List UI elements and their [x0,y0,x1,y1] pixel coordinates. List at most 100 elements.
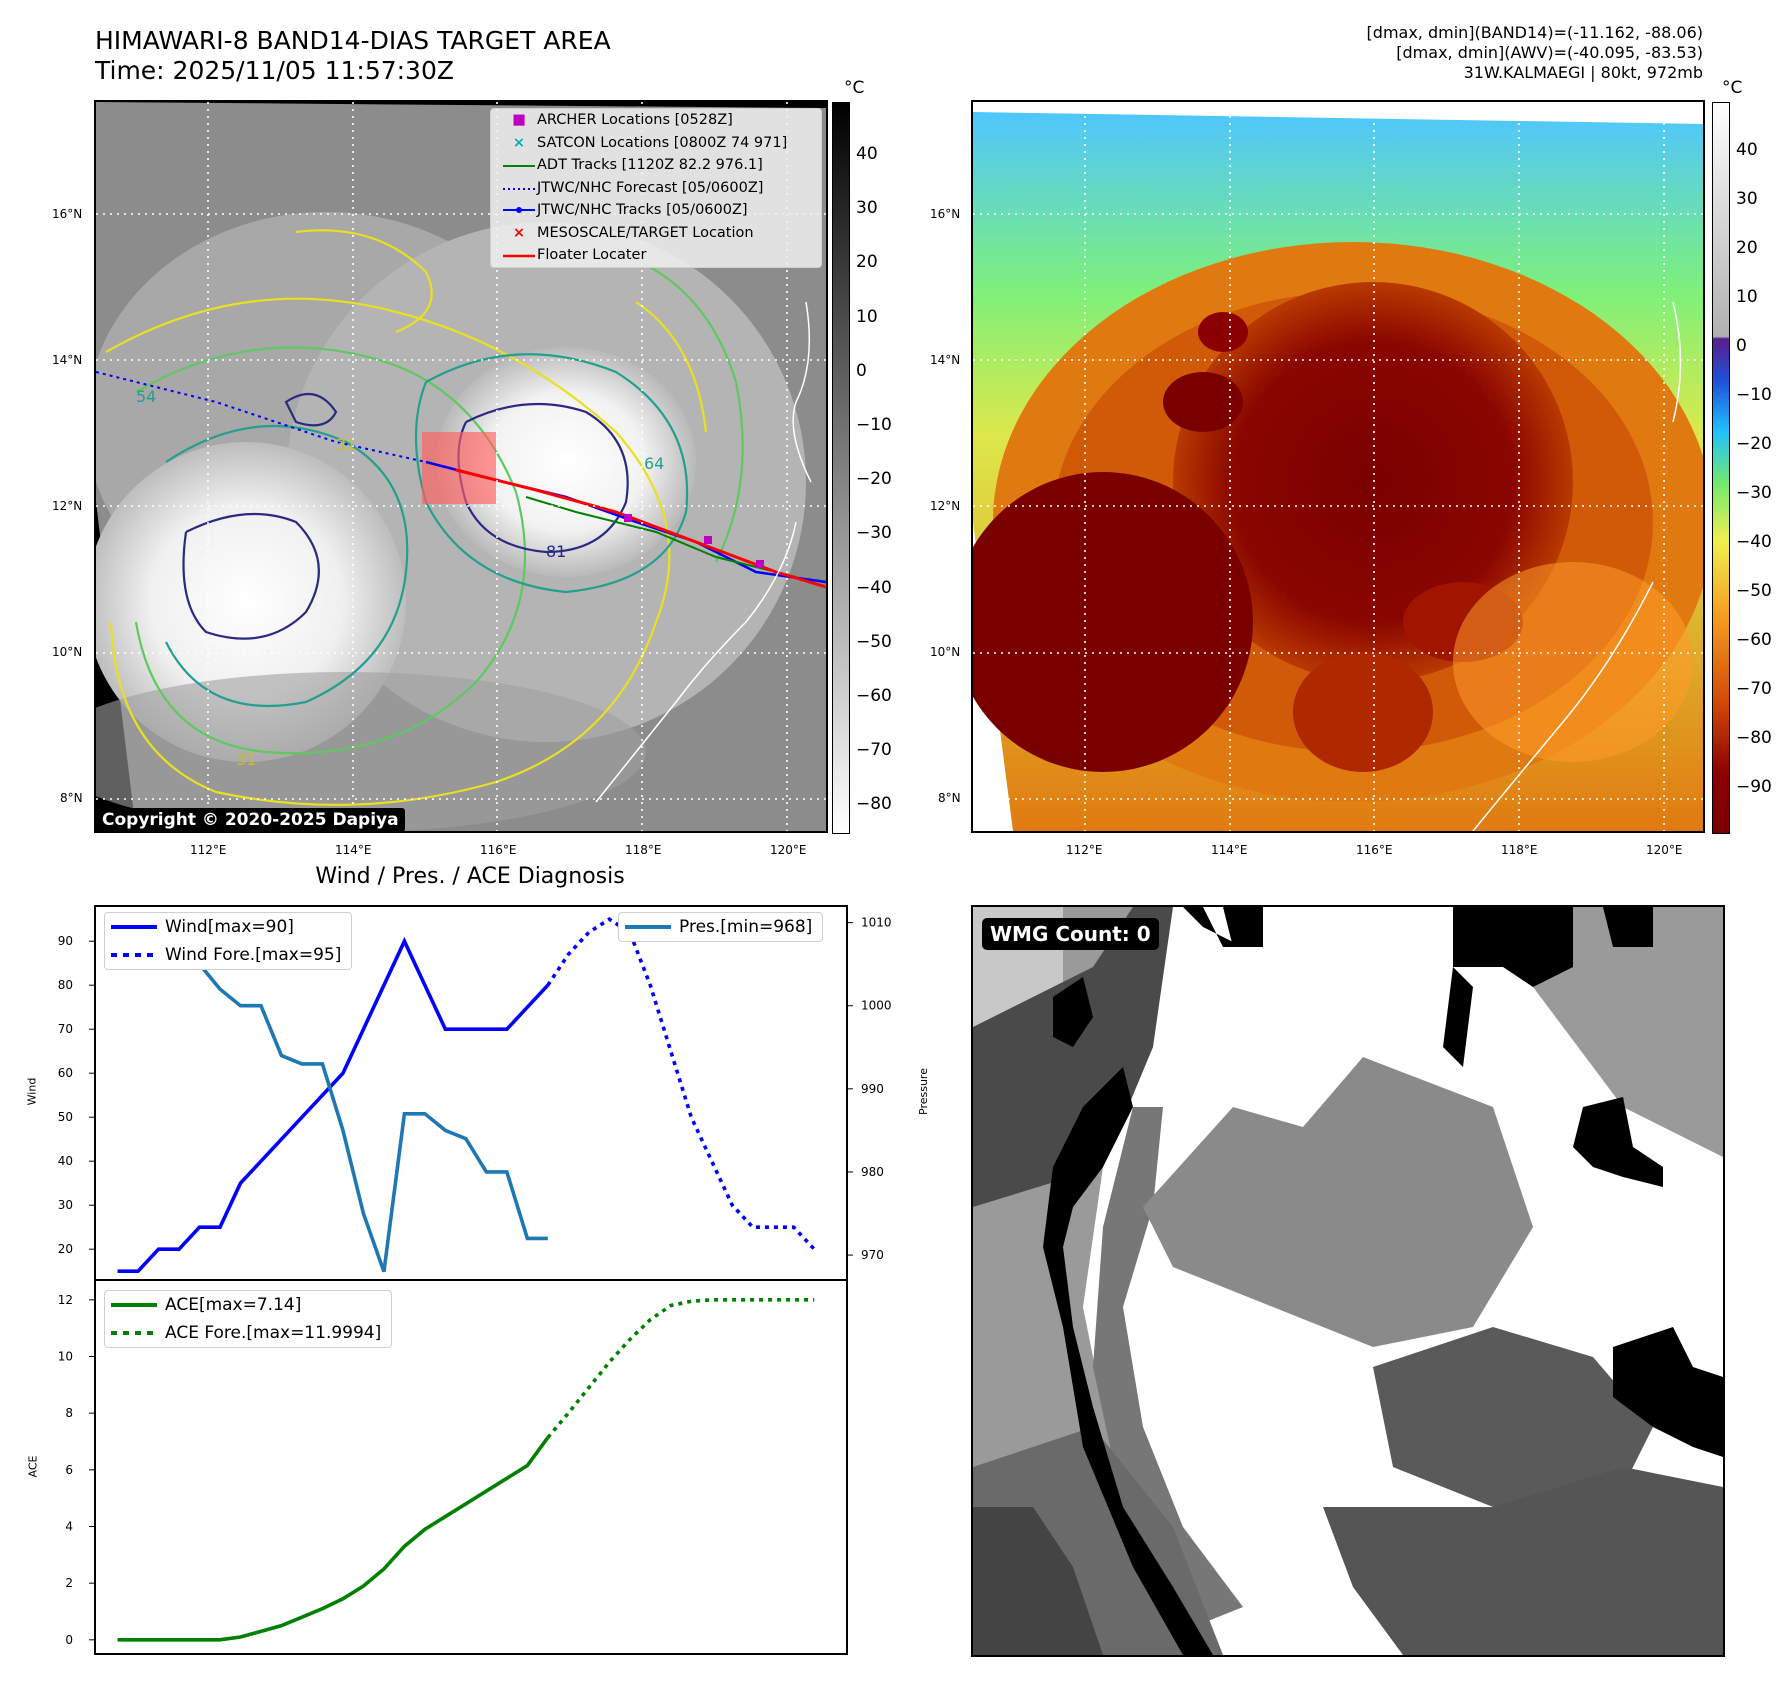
colorbar-tick-label: 30 [1736,189,1758,209]
ace-tick-label: 2 [65,1576,73,1590]
wind-tick-label: 70 [58,1022,73,1036]
colorbar-tick-label: −40 [856,577,892,598]
legend-ace: ACE[max=7.14] [105,1291,391,1319]
figure-title: HIMAWARI-8 BAND14-DIAS TARGET AREA [95,26,611,55]
adt-track-line [525,496,797,578]
lat-tick: 10°N [52,645,83,659]
colorbar-tick-label: 30 [856,198,878,219]
lat-tick: 14°N [930,353,961,367]
ace-legend: ACE[max=7.14] ACE Fore.[max=11.9994] [104,1290,393,1348]
colorbar-tick-label: −40 [1736,532,1772,552]
floater-line-icon [501,247,537,263]
svg-text:31: 31 [336,435,356,454]
colorbar-tick-label: −20 [1736,434,1772,454]
lon-tick: 112°E [1066,843,1103,857]
jtwc-forecast-line [96,371,427,463]
wind-axis-label: Wind [25,1077,39,1106]
wind-tick-label: 60 [58,1066,73,1080]
ace-tick-label: 4 [65,1520,73,1534]
colorbar-tick-label: −50 [1736,581,1772,601]
pressure-legend: Pres.[min=968] [618,912,824,942]
info-awv: [dmax, dmin](AWV)=(-40.095, -83.53) [1396,43,1703,62]
lat-tick: 8°N [60,791,83,805]
target-area-box [422,432,496,504]
colorbar-tick-label: −60 [856,686,892,706]
colorbar-tick-label: 0 [856,360,867,381]
forecast-line-icon [501,180,537,196]
colorbar-tick-label: 10 [856,306,878,327]
pres-line-icon [625,925,671,929]
lat-tick: 14°N [52,353,83,367]
ace-axis-label: ACE [26,1455,40,1478]
colorbar-tick-label: 10 [1736,287,1758,307]
ir-map-image: 81 64 31 54 31 [96,102,826,831]
lon-tick: 116°E [480,843,517,857]
adt-line-icon [501,157,537,173]
diagnosis-title: Wind / Pres. / ACE Diagnosis [315,864,625,889]
ace-tick-label: 0 [65,1633,73,1647]
archer-marker-icon: ■ [512,112,526,129]
wmg-panel [971,905,1725,1657]
colorbar-tick-label: −30 [1736,483,1772,503]
colorbar-tick-label: 20 [856,252,878,273]
colorbar-tick-label: −10 [1736,385,1772,405]
colorbar-tick-label: −20 [856,469,892,490]
lon-tick: 120°E [1646,843,1683,857]
ace-tick-label: 12 [58,1293,73,1307]
legend-pres: Pres.[min=968] [619,913,822,941]
wind-tick-label: 80 [58,978,73,992]
info-band14: [dmax, dmin](BAND14)=(-11.162, -88.06) [1366,23,1703,42]
colorbar-tick-label: 20 [1736,238,1758,258]
ace-tick-label: 6 [65,1463,73,1477]
wind-tick-label: 20 [58,1242,73,1256]
legend-adt: ADT Tracks [1120Z 82.2 976.1] [491,154,821,177]
colorbar-tick-label: −10 [856,415,892,435]
colorbar-enhanced [1712,102,1730,834]
colorbar-tick-label: 40 [1736,140,1758,160]
legend-archer: ■ ARCHER Locations [0528Z] [491,109,821,132]
wind-plot: 90 80 70 60 50 40 30 20 1010 1000 990 980 970 [58,916,892,1274]
legend-satcon: × SATCON Locations [0800Z 74 971] [491,132,821,155]
wind-tick-label: 90 [58,934,73,948]
pressure-tick-label: 1010 [861,916,892,930]
legend-ace-fore: ACE Fore.[max=11.9994] [105,1319,391,1347]
ace-fore-line-icon [111,1331,157,1335]
colorbar-tick-label: −70 [1736,679,1772,699]
lon-tick: 116°E [1356,843,1393,857]
colorbar-tick-label: −50 [856,631,892,652]
pressure-tick-label: 1000 [861,999,892,1013]
colorbar-tick-label: −80 [1736,728,1772,748]
legend-wind-fore: Wind Fore.[max=95] [105,941,351,969]
colorbar-tick-label: −60 [1736,630,1772,650]
ir-map-panel: 81 64 31 54 31 [94,100,828,833]
wmg-count-label: WMG Count: 0 [982,918,1159,950]
map-legend: ■ ARCHER Locations [0528Z] × SATCON Locati… [490,108,822,268]
legend-jtwc-tracks: JTWC/NHC Tracks [05/0600Z] [491,199,821,222]
lon-tick: 112°E [190,843,227,857]
lat-tick: 16°N [930,207,961,221]
colorbar-tick-label: −90 [1736,777,1772,797]
colorbar-tick-label: 0 [1736,336,1747,356]
svg-text:81: 81 [546,542,566,561]
ace-plot: 12 10 8 6 4 2 0 [58,1293,815,1647]
colorbar-tick-label: −70 [856,740,892,761]
info-storm: 31W.KALMAEGI | 80kt, 972mb [1463,63,1703,82]
legend-mesoscale: × MESOSCALE/TARGET Location [491,222,821,245]
wind-tick-label: 30 [58,1198,73,1212]
ace-line-icon [111,1303,157,1307]
pressure-axis-label: Pressure [916,1068,930,1115]
legend-floater: Floater Locater [491,244,821,267]
ace-axes-frame [94,1279,848,1655]
pressure-tick-label: 970 [861,1248,884,1262]
lon-tick: 120°E [770,843,807,857]
lon-tick: 114°E [335,843,372,857]
lon-tick: 118°E [625,843,662,857]
svg-text:64: 64 [644,454,664,473]
colorbar-unit: °C [1722,78,1743,98]
mesoscale-marker-icon: × [512,224,526,241]
series-line [546,917,816,1251]
wind-line-icon [111,925,157,929]
floater-locater-line [455,468,826,589]
pressure-tick-label: 990 [861,1082,884,1096]
